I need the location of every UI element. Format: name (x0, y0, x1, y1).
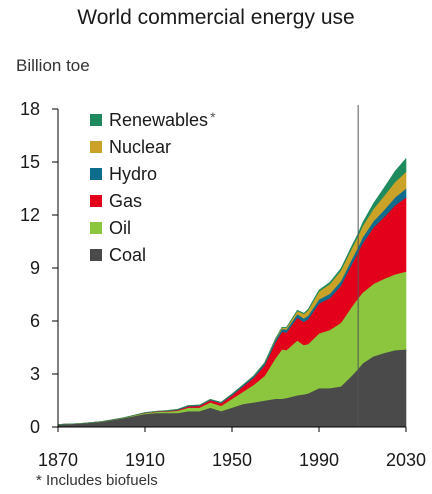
y-tick-label: 3 (30, 364, 40, 384)
y-tick-label: 9 (30, 258, 40, 278)
axis-layer: 0 3 6 9 12 15 18 1870 1910 1950 1990 2030 (20, 99, 426, 470)
y-tick-label: 0 (30, 417, 40, 437)
y-tick-label: 18 (20, 99, 40, 119)
x-tick-label: 1950 (212, 450, 252, 470)
x-tick-label: 1910 (125, 450, 165, 470)
y-tick-label: 12 (20, 205, 40, 225)
y-tick-label: 15 (20, 152, 40, 172)
legend-item-coal: Coal (90, 245, 146, 265)
legend-label: Hydro (109, 164, 157, 184)
legend-item-nuclear: Nuclear (90, 137, 171, 157)
legend-swatch (90, 249, 102, 261)
x-tick-label: 1870 (38, 450, 78, 470)
legend-label: Gas (109, 191, 142, 211)
legend-label: Renewables (109, 110, 208, 130)
legend-item-renewables: Renewables * (90, 109, 216, 130)
legend-label: Oil (109, 218, 131, 238)
legend-label: Nuclear (109, 137, 171, 157)
x-tick-label: 2030 (386, 450, 426, 470)
y-axis-unit-label: Billion toe (16, 56, 90, 75)
legend-item-oil: Oil (90, 218, 131, 238)
legend-label: Coal (109, 245, 146, 265)
legend-swatch (90, 222, 102, 234)
legend: Renewables * Nuclear Hydro Gas Oil Coal (90, 109, 216, 265)
legend-swatch (90, 168, 102, 180)
legend-swatch (90, 195, 102, 207)
legend-item-hydro: Hydro (90, 164, 157, 184)
legend-footnote-mark: * (210, 109, 216, 125)
legend-item-gas: Gas (90, 191, 142, 211)
legend-swatch (90, 114, 102, 126)
chart-footnote: * Includes biofuels (36, 472, 158, 489)
area-renewables (57, 157, 407, 425)
x-tick-label: 1990 (299, 450, 339, 470)
legend-swatch (90, 141, 102, 153)
chart-title: World commercial energy use (77, 6, 355, 29)
y-tick-label: 6 (30, 311, 40, 331)
